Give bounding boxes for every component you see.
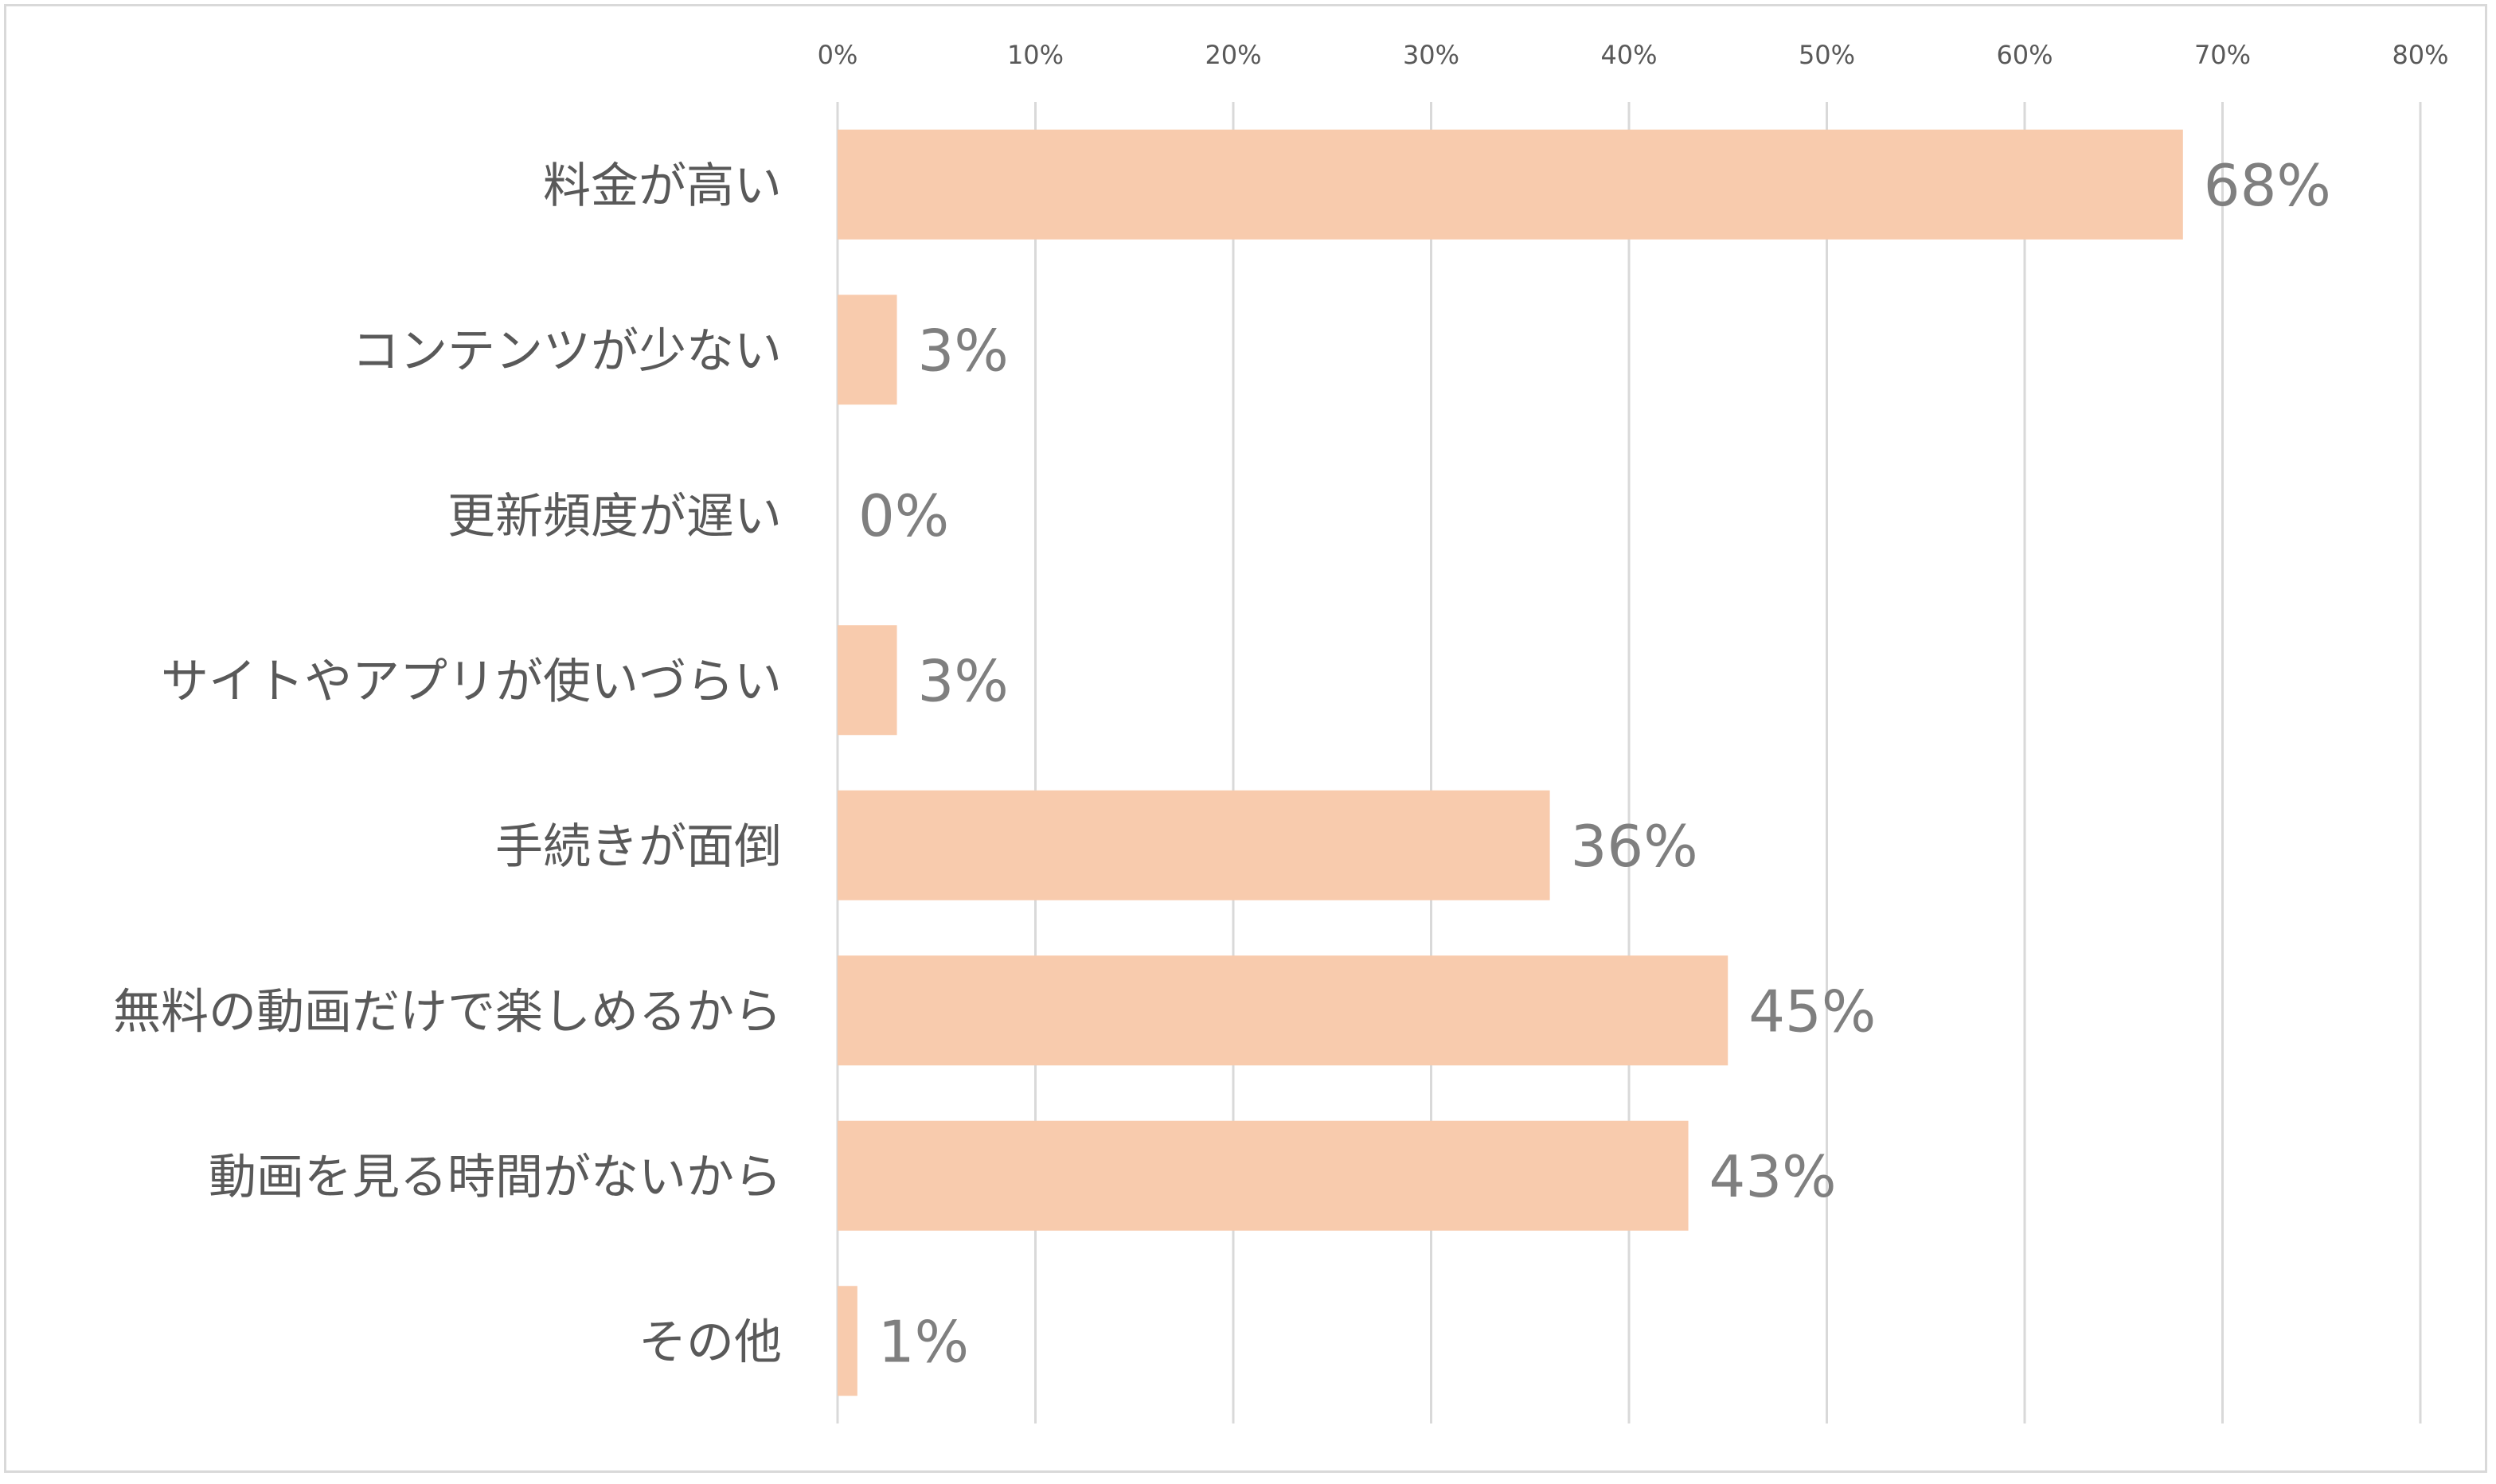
data-label: 3% (918, 647, 1009, 714)
data-label: 3% (918, 317, 1009, 384)
bar (838, 955, 1728, 1066)
category-label: 手続きが面倒 (495, 819, 782, 875)
x-tick-label: 40% (1600, 40, 1657, 70)
bar (838, 129, 2183, 240)
data-label: 0% (858, 482, 949, 549)
gridlines (836, 102, 2422, 1423)
data-label: 68% (2204, 152, 2331, 219)
data-label: 36% (1571, 813, 1698, 880)
category-label: サイトやアプリが使いづらい (161, 654, 782, 709)
bar (838, 1286, 857, 1396)
chart-border (4, 4, 2487, 1473)
bar (838, 1120, 1689, 1231)
category-label: コンテンツが少ない (352, 323, 782, 379)
bar (838, 625, 897, 736)
x-axis-ticks: 0% 10% 20% 30% 40% 50% 60% 70% 80% (818, 40, 2449, 70)
data-label: 45% (1748, 978, 1876, 1045)
x-tick-label: 80% (2392, 40, 2448, 70)
x-tick-label: 20% (1205, 40, 1261, 70)
data-label: 1% (878, 1308, 969, 1375)
data-labels: 68% 3% 0% 3% 36% 45% 43% 1% (858, 152, 2331, 1376)
x-tick-label: 60% (1996, 40, 2053, 70)
x-tick-label: 50% (1799, 40, 1855, 70)
category-label: 更新頻度が遅い (447, 489, 782, 545)
category-label: その他 (639, 1314, 782, 1370)
bar (838, 790, 1550, 900)
category-label: 無料の動画だけで楽しめるから (113, 984, 782, 1040)
category-labels: 料金が高いコンテンツが少ない更新頻度が遅いサイトやアプリが使いづらい手続きが面倒… (113, 158, 782, 1371)
x-tick-label: 30% (1403, 40, 1459, 70)
bars (838, 129, 2183, 1396)
category-label: 動画を見る時間がないから (209, 1150, 782, 1205)
bar (838, 295, 897, 405)
category-label: 料金が高い (543, 158, 782, 214)
x-tick-label: 10% (1007, 40, 1064, 70)
x-tick-label: 0% (818, 40, 858, 70)
x-tick-label: 70% (2194, 40, 2251, 70)
data-label: 43% (1709, 1143, 1837, 1210)
